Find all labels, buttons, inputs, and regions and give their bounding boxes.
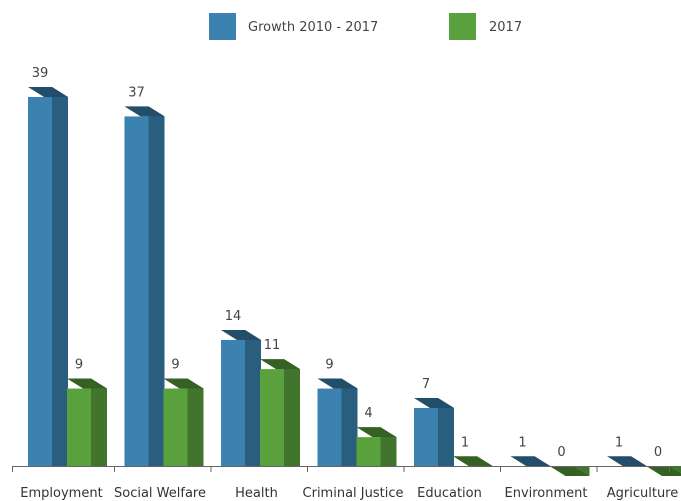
bar-front — [124, 116, 149, 466]
data-label: 39 — [32, 66, 49, 81]
data-label: 7 — [422, 377, 430, 392]
data-label: 4 — [364, 406, 372, 421]
bar-top — [510, 456, 551, 467]
bar-top — [414, 397, 454, 408]
bar-side — [148, 106, 165, 466]
bar-1-3 — [356, 427, 397, 466]
bar-top — [356, 427, 397, 438]
legend-item-1: 2017 — [449, 13, 522, 40]
bars — [28, 87, 681, 476]
legend-item-0: Growth 2010 - 2017 — [209, 13, 378, 40]
category-label: Employment — [20, 486, 102, 501]
data-label: 9 — [75, 358, 83, 373]
bar-side — [52, 87, 68, 466]
legend-label: Growth 2010 - 2017 — [248, 20, 378, 35]
bar-1-4 — [453, 456, 493, 467]
category-label: Agriculture — [607, 486, 679, 501]
category-label: Health — [235, 486, 278, 501]
data-label: 1 — [615, 435, 623, 450]
bar-side — [438, 397, 454, 466]
bar-0-3 — [317, 378, 358, 466]
category-label: Environment — [504, 486, 587, 501]
data-label: 0 — [654, 445, 662, 460]
data-label: 1 — [518, 435, 526, 450]
bar-0-4 — [414, 397, 454, 466]
legend-swatch — [209, 13, 236, 40]
bar-top — [221, 329, 261, 340]
bar-top — [163, 378, 204, 389]
legend: Growth 2010 - 2017 2017 — [209, 13, 522, 40]
data-label: 14 — [225, 309, 242, 324]
category-label: Criminal Justice — [303, 486, 404, 501]
bar-side — [91, 378, 107, 466]
bar-0-5 — [510, 456, 551, 467]
bar-top — [453, 456, 493, 467]
bar-side — [284, 359, 300, 466]
bar-top — [124, 106, 165, 117]
bar-top — [28, 87, 68, 97]
bar-1-5 — [549, 466, 590, 476]
bar-0-1 — [124, 106, 165, 466]
bar-front — [414, 407, 438, 466]
data-label: 11 — [264, 338, 281, 353]
bar-1-6 — [646, 466, 681, 476]
bar-front — [67, 388, 91, 466]
data-label: 1 — [461, 435, 469, 450]
bar-front — [163, 388, 188, 466]
data-label: 37 — [128, 85, 145, 100]
bar-front — [28, 97, 52, 466]
bar-side — [187, 378, 204, 466]
data-label: 0 — [557, 445, 565, 460]
bar-top — [646, 466, 681, 476]
bar-1-0 — [67, 378, 107, 466]
bar-front — [221, 339, 245, 466]
bar-1-1 — [163, 378, 204, 466]
x-axis — [12, 466, 670, 472]
bar-side — [245, 329, 261, 466]
bar-top — [317, 378, 358, 389]
bar-top — [260, 359, 300, 370]
legend-swatch — [449, 13, 476, 40]
bar-side — [341, 378, 358, 466]
category-label: Education — [417, 486, 482, 501]
legend-label: 2017 — [489, 20, 522, 35]
bar-0-6 — [607, 456, 647, 467]
bar-top — [607, 456, 647, 467]
bar-top — [549, 466, 590, 476]
data-label: 9 — [171, 358, 179, 373]
bar-0-2 — [221, 329, 261, 466]
bar-1-2 — [260, 359, 300, 466]
bar-top — [67, 378, 107, 389]
category-label: Social Welfare — [114, 486, 206, 501]
bar-front — [260, 369, 284, 466]
bar-0-0 — [28, 87, 68, 466]
bar-front — [317, 388, 342, 466]
data-label: 9 — [325, 358, 333, 373]
bar-front — [356, 437, 381, 466]
